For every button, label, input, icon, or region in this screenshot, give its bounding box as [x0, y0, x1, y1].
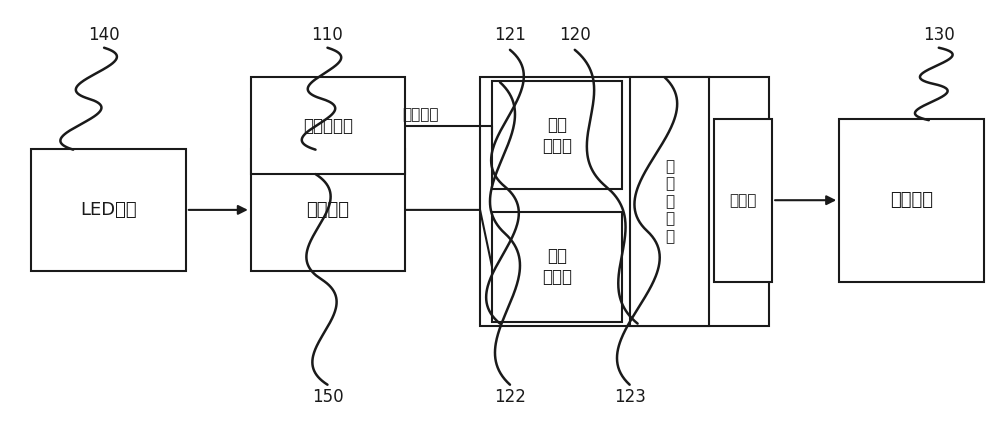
Text: 140: 140 [88, 26, 120, 44]
Bar [492, 212, 622, 321]
Bar [492, 81, 622, 189]
Bar [714, 119, 772, 282]
Bar [630, 77, 709, 326]
Bar [251, 149, 405, 271]
Text: 基准电压: 基准电压 [402, 108, 438, 123]
Text: 130: 130 [923, 26, 955, 44]
Bar [839, 119, 984, 282]
Text: 150: 150 [312, 388, 343, 406]
Text: 120: 120 [559, 26, 591, 44]
Text: LED灯条: LED灯条 [80, 201, 137, 219]
Bar [251, 77, 405, 174]
Text: 123: 123 [614, 388, 646, 406]
Bar [31, 149, 186, 271]
Text: 110: 110 [312, 26, 343, 44]
Text: 122: 122 [494, 388, 526, 406]
Text: 121: 121 [494, 26, 526, 44]
Text: 基准电压源: 基准电压源 [303, 117, 353, 135]
Text: 检测模块: 检测模块 [306, 201, 349, 219]
Bar [480, 77, 769, 326]
Text: 提示模块: 提示模块 [890, 191, 933, 209]
Text: 同相
输入端: 同相 输入端 [542, 247, 572, 286]
Text: 电
压
比
较
器: 电 压 比 较 器 [665, 159, 674, 244]
Text: 输出端: 输出端 [730, 193, 757, 208]
Text: 反相
输入端: 反相 输入端 [542, 116, 572, 154]
